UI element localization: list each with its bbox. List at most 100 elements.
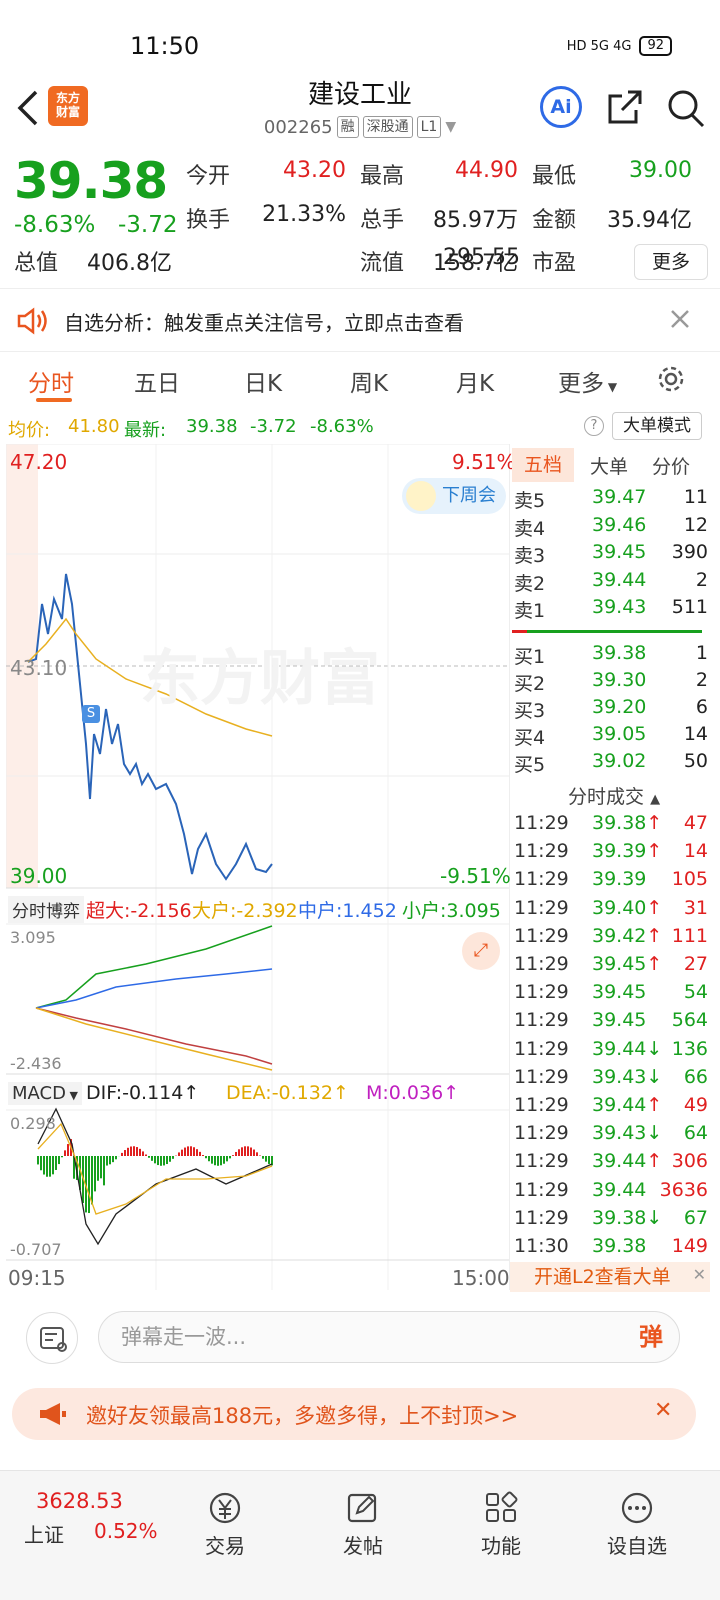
nav-functions-label: 功能 [481,1534,521,1558]
ask-volume: 2 [695,568,708,591]
trade-volume: 47 [683,812,708,834]
quote-value: 406.8亿 [87,251,172,276]
tag-level: L1 [416,116,442,138]
tab-monthly-k[interactable]: 月K [456,371,495,397]
tab-more[interactable]: 更多 ▼ [558,371,618,397]
current-price: 39.38 [14,152,168,210]
macd-bottom-label: -0.707 [10,1240,62,1259]
time-end: 15:00 [452,1266,510,1290]
trade-volume: 105 [671,868,708,891]
close-icon[interactable]: ✕ [654,1398,673,1423]
trade-time: 11:29 [514,1178,569,1201]
flow-top-label: 3.095 [10,928,56,947]
settings-icon[interactable] [656,364,686,394]
help-icon[interactable]: ? [584,416,604,436]
avg-label: 均价: [8,420,51,441]
nav-trade[interactable]: 交易 [180,1491,270,1559]
ask-level: 卖1 [514,600,546,622]
nav-add-watchlist[interactable]: 设自选 [592,1491,682,1559]
trade-row: 11:29 39.44↑ 49 [512,1094,708,1122]
ask-level: 卖3 [514,545,546,567]
big-order-mode-button[interactable]: 大单模式 [612,412,702,440]
intraday-chart[interactable] [6,444,510,1290]
macd-dif: DIF:-0.114↑ [86,1082,200,1104]
bid-row[interactable]: 买4 39.05 14 [512,723,708,750]
tab-big-orders[interactable]: 大单 [590,456,629,478]
bid-price: 39.02 [592,750,647,772]
flow-label[interactable]: 分时博弈 [8,896,84,923]
tab-five-levels[interactable]: 五档 [512,448,574,482]
tab-daily-k[interactable]: 日K [244,371,283,397]
more-dots-icon [621,1492,653,1524]
tab-intraday[interactable]: 分时 [28,371,74,397]
index-value[interactable]: 3628.53 [36,1489,123,1513]
expand-icon[interactable]: ⤢ [462,932,500,970]
trade-row: 11:29 39.42↑ 111 [512,925,708,953]
nav-post[interactable]: 发帖 [318,1491,408,1559]
danmu-settings-icon[interactable] [26,1312,78,1364]
quote-label: 总值 [14,251,59,276]
ask-volume: 11 [683,486,708,508]
danmu-input[interactable]: 弹幕走一波... [98,1311,680,1363]
stock-code-line[interactable]: 002265 融 深股通 L1 ▼ [0,116,720,138]
macd-selector[interactable]: MACD ▼ [8,1082,82,1105]
bottom-nav: 3628.53 上证 0.52% 交易 发帖 功能 设自选 [0,1470,720,1600]
sell-signal-icon[interactable]: S [82,705,100,723]
y-max-label: 47.20 [10,450,68,474]
nav-trade-label: 交易 [205,1534,245,1558]
analysis-notice[interactable]: 自选分析：触发重点关注信号，立即点击查看 [0,288,720,352]
tab-price-distribution[interactable]: 分价 [652,456,691,478]
danmu-send-button[interactable]: 弹 [639,1323,663,1351]
trade-volume: 49 [683,1094,708,1116]
trade-price: 39.39 [592,868,647,891]
flow-mid-line [35,968,273,1009]
bid-ask-ratio-bar [512,630,702,633]
trade-time: 11:29 [514,896,569,919]
close-icon[interactable] [670,309,690,329]
bid-row[interactable]: 买3 39.20 6 [512,696,708,723]
ask-volume: 511 [671,596,708,618]
more-button[interactable]: 更多 [634,244,708,280]
tab-five-day[interactable]: 五日 [134,371,180,397]
ask-row[interactable]: 卖3 39.45 390 [512,541,708,568]
trade-row: 11:29 39.38↑ 47 [512,812,708,840]
ask-row[interactable]: 卖5 39.47 11 [512,486,708,513]
system-icons: HD 5G 4G 92 [567,36,672,56]
average-price-bar: 均价: 41.80 最新: 39.38 -3.72 -8.63% ? [0,410,720,444]
tag-margin: 融 [336,116,359,138]
back-icon[interactable] [14,88,44,128]
nav-functions[interactable]: 功能 [456,1491,546,1559]
invite-promo-banner[interactable]: 邀好友领最高188元，多邀多得，上不封顶>> ✕ [12,1388,696,1440]
l2-upgrade-banner[interactable]: 开通L2查看大单 ✕ [510,1262,710,1292]
trade-price: 39.45↑ [592,953,663,975]
quote-value: 43.20 [283,158,346,183]
search-icon[interactable] [666,88,706,128]
tab-weekly-k[interactable]: 周K [350,371,389,397]
bid-row[interactable]: 买2 39.30 2 [512,669,708,696]
trades-title[interactable]: 分时成交 ▲ [568,786,661,808]
trade-time: 11:29 [514,981,569,1004]
avg-value: 41.80 [68,416,120,437]
quote-label: 最低 [532,164,577,189]
event-badge[interactable]: 下周会 [402,478,506,514]
grid-icon [486,1491,518,1522]
trade-row: 11:29 39.44↓ 136 [512,1038,708,1066]
share-icon[interactable] [606,88,644,126]
bid-row[interactable]: 买5 39.02 50 [512,750,708,777]
ask-row[interactable]: 卖4 39.46 12 [512,514,708,541]
bid-price: 39.05 [592,723,647,745]
trade-time: 11:30 [514,1235,569,1257]
flow-large-line [35,1007,273,1071]
trade-price: 39.38↑ [592,812,663,834]
ask-row[interactable]: 卖1 39.43 511 [512,596,708,623]
average-line [27,617,273,737]
ask-row[interactable]: 卖2 39.44 2 [512,569,708,596]
bid-volume: 2 [695,669,708,691]
flow-super-line [35,1007,273,1065]
bid-row[interactable]: 买1 39.38 1 [512,642,708,669]
trade-volume: 67 [683,1206,708,1229]
quote-label: 市盈 [532,251,577,276]
trade-price: 39.38↓ [592,1206,663,1229]
close-icon[interactable]: ✕ [692,1265,706,1284]
ai-icon[interactable]: Ai [540,86,582,128]
